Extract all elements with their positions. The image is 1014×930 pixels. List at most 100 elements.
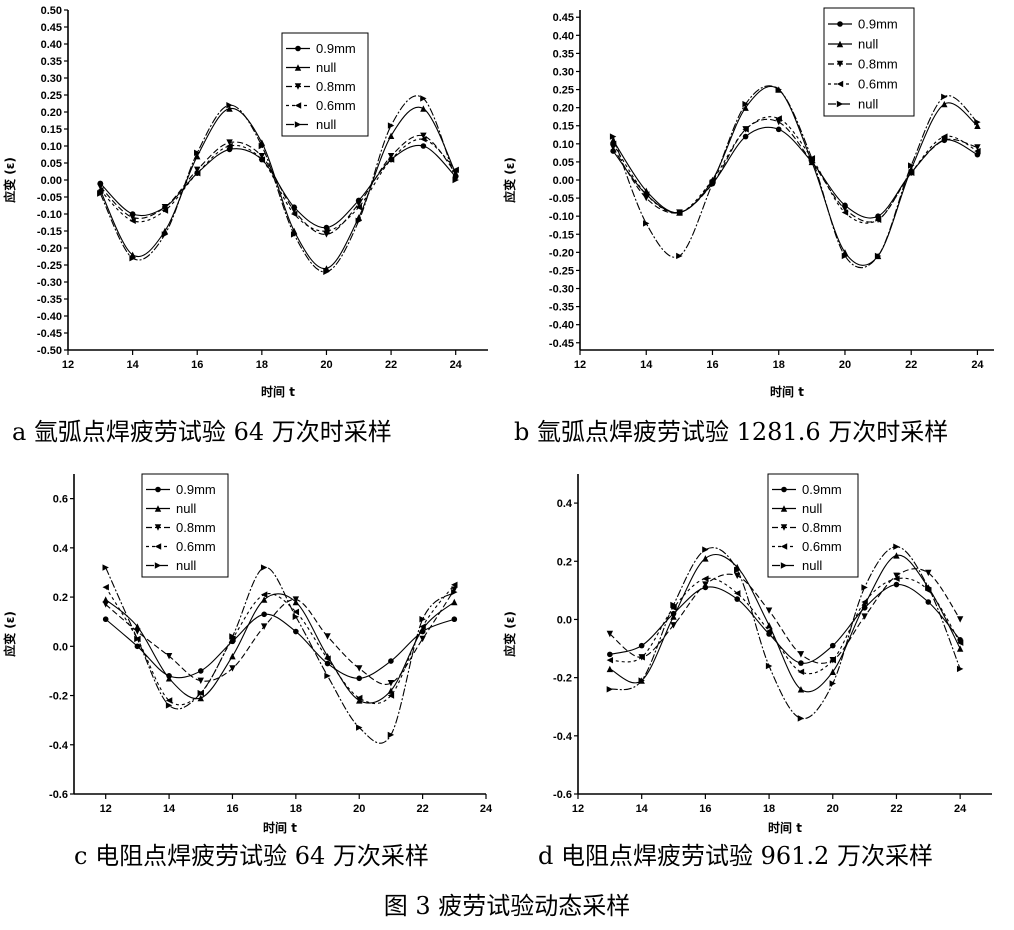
caption-b: b 氩弧点焊疲劳试验 1281.6 万次时采样 — [514, 418, 949, 446]
chart-a-y-tick-label: 0.15 — [41, 124, 62, 136]
chart-c-data-point — [419, 635, 426, 643]
chart-b-data-point — [709, 176, 716, 184]
chart-b-data-point — [908, 169, 915, 176]
chart-c-data-point — [324, 655, 331, 662]
chart-b-x-tick-label: 14 — [640, 359, 653, 371]
chart-d-legend-marker — [781, 486, 787, 493]
chart-d-data-point — [606, 665, 614, 673]
chart-b-legend-marker — [837, 21, 843, 27]
chart-a-y-tick-label: 0.40 — [41, 39, 62, 51]
chart-b-series-line-1 — [612, 85, 978, 266]
chart-d-legend-label: null — [802, 558, 822, 573]
chart-b-x-tick-label: 24 — [971, 359, 984, 371]
chart-a-data-point — [355, 217, 362, 224]
chart-b-y-tick-label: 0.35 — [553, 48, 574, 60]
chart-d-data-point — [670, 601, 677, 609]
chart-c-data-point — [260, 623, 268, 630]
figure-title: 图 3 疲劳试验动态采样 — [383, 892, 631, 920]
chart-d-data-point — [606, 630, 614, 638]
chart-d-y-tick-label: -0.2 — [553, 673, 572, 685]
chart-c-data-point — [165, 702, 173, 709]
chart-b-y-tick-label: 0.30 — [553, 66, 574, 78]
chart-panel-b: 12 14 16 18 20 22 24 -0.45 -0.40 -0.35 -0.30 -0.25 -… — [500, 0, 1014, 410]
chart-a-data-point — [161, 231, 169, 238]
chart-b-y-tick-label: 0.40 — [553, 30, 574, 42]
chart-c-legend-marker — [155, 486, 161, 493]
chart-a-data-point — [420, 136, 427, 143]
chart-b-legend-label: null — [858, 37, 878, 52]
chart-a-data-point — [355, 204, 362, 211]
chart-d-legend-marker — [780, 524, 788, 531]
chart-b-y-tick-label: -0.40 — [549, 320, 574, 332]
chart-c-data-point — [356, 724, 363, 731]
chart-c-data-point — [229, 633, 236, 640]
chart-d-x-tick-label: 16 — [699, 803, 711, 815]
chart-b-data-point — [808, 155, 816, 162]
chart-b-y-tick-label: 0.10 — [553, 139, 574, 151]
chart-a-data-point — [387, 153, 395, 160]
chart-b-data-point — [742, 100, 749, 108]
chart-a-data-point — [452, 166, 459, 173]
chart-b-data-point — [676, 252, 683, 260]
chart-c-data-point — [102, 596, 109, 603]
chart-a-data-point — [97, 187, 104, 194]
chart-b-x-tick-label: 12 — [574, 359, 586, 371]
chart-a-data-point — [129, 255, 136, 262]
chart-d-data-point — [861, 598, 868, 606]
chart-c-series-line-1 — [105, 593, 455, 704]
chart-b-series-line-3 — [612, 116, 978, 224]
chart-c-data-point — [356, 697, 363, 704]
chart-c-data-point — [229, 635, 236, 643]
chart-a-legend-marker — [294, 121, 302, 128]
chart-a-legend-marker — [294, 102, 302, 109]
chart-c-data-point — [134, 623, 141, 630]
chart-d-data-point — [829, 642, 836, 649]
chart-a-legend-label: null — [316, 117, 336, 132]
chart-d-data-point — [765, 622, 773, 629]
chart-a-data-point — [226, 102, 233, 109]
chart-c-data-point — [102, 616, 109, 623]
chart-b-data-point — [841, 205, 849, 213]
chart-c-data-point — [260, 591, 268, 598]
chart-a-data-point — [258, 153, 266, 160]
chart-c-x-tick-label: 12 — [100, 803, 112, 815]
chart-a-y-tick-label: 0.25 — [41, 90, 62, 102]
chart-d-series-line-0 — [609, 583, 961, 664]
chart-a-data-point — [129, 217, 136, 224]
chart-c-data-point — [102, 601, 109, 608]
chart-b-data-point — [775, 126, 782, 133]
chart-b-data-point — [941, 93, 948, 101]
chart-a-y-tick-label: -0.45 — [37, 328, 62, 340]
chart-a-y-tick-label: 0.35 — [41, 56, 62, 68]
chart-d-data-point — [670, 622, 677, 629]
chart-b-legend-marker — [836, 80, 844, 88]
chart-c-data-point — [292, 596, 300, 603]
chart-b-x-tick-label: 16 — [706, 359, 718, 371]
chart-b-y-tick-label: -0.10 — [549, 211, 574, 223]
chart-c-x-axis-label: 时间 t — [263, 820, 297, 835]
chart-a-x-tick-label: 16 — [191, 359, 203, 371]
chart-d-data-point — [734, 566, 741, 574]
chart-b-y-axis-label: 应变 (ε) — [502, 157, 517, 203]
chart-a-legend-marker — [295, 45, 301, 52]
chart-d-data-point — [797, 686, 805, 693]
chart-d-y-tick-label: 0.4 — [557, 498, 573, 510]
chart-c-data-point — [356, 694, 363, 702]
chart-c-data-point — [197, 689, 204, 697]
chart-c-x-tick-label: 14 — [163, 803, 176, 815]
chart-c-x-tick-label: 20 — [353, 803, 365, 815]
chart-a-data-point — [194, 149, 201, 156]
chart-b-y-tick-label: -0.25 — [549, 265, 574, 277]
chart-d-series-line-2 — [609, 568, 961, 664]
chart-d-data-point — [925, 584, 932, 591]
chart-c-data-point — [387, 731, 395, 739]
chart-a-data-point — [97, 183, 104, 190]
chart-c-y-tick-label: 0.4 — [53, 543, 69, 555]
chart-c-data-point — [356, 665, 363, 672]
chart-b-data-point — [841, 209, 849, 216]
chart-b-data-point — [941, 100, 948, 108]
chart-a-y-tick-label: -0.15 — [37, 226, 62, 238]
chart-d-data-point — [956, 665, 964, 673]
chart-d-data-point — [893, 543, 900, 550]
chart-b-legend-label: null — [858, 97, 878, 112]
